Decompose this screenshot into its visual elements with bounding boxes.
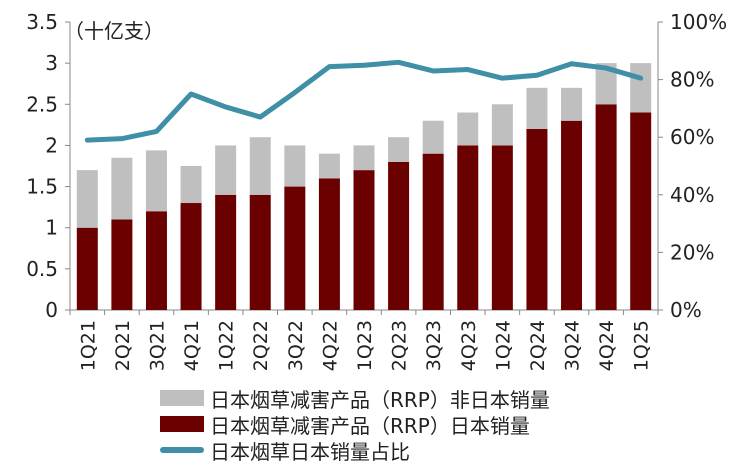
bar-rrp-japan <box>76 227 98 310</box>
bar-rrp-japan <box>422 153 444 310</box>
bar-rrp-overseas <box>318 153 340 179</box>
bar-rrp-overseas <box>284 145 306 187</box>
x-tick-label: 3Q21 <box>146 320 168 371</box>
bar-rrp-overseas <box>526 87 548 129</box>
bar-rrp-overseas <box>561 87 583 121</box>
x-tick-label: 4Q24 <box>596 320 618 371</box>
x-tick-label: 1Q21 <box>77 320 99 371</box>
bar-rrp-japan <box>353 170 375 310</box>
x-tick-label: 4Q22 <box>319 320 341 371</box>
bar-rrp-japan <box>249 194 271 310</box>
x-tick-label: 2Q23 <box>389 320 411 371</box>
bar-rrp-overseas <box>353 145 375 171</box>
chart-legend: 日本烟草减害产品（RRP）非日本销量 日本烟草减害产品（RRP）日本销量 日本烟… <box>160 385 550 464</box>
bar-rrp-overseas <box>388 137 410 162</box>
legend-label-rrp-japan: 日本烟草减害产品（RRP）日本销量 <box>210 413 530 438</box>
legend-label-rrp-overseas: 日本烟草减害产品（RRP）非日本销量 <box>210 387 550 412</box>
legend-label-japan-share: 日本烟草日本销量占比 <box>210 439 410 464</box>
legend-swatch-rrp-japan <box>160 416 204 432</box>
y-right-tick-label: 0% <box>670 298 702 322</box>
legend-swatch-japan-share <box>160 447 204 453</box>
bar-rrp-overseas <box>595 63 617 105</box>
bar-rrp-overseas <box>215 145 237 195</box>
y-left-tick-label: 1 <box>45 216 58 240</box>
bar-rrp-overseas <box>491 104 513 146</box>
x-tick-label: 1Q25 <box>631 320 653 371</box>
y-left-tick-label: 0 <box>45 298 58 322</box>
bar-rrp-overseas <box>249 137 271 195</box>
bar-rrp-japan <box>145 211 167 310</box>
bar-rrp-overseas <box>76 170 98 228</box>
x-tick-label: 2Q24 <box>527 320 549 371</box>
y-left-tick-label: 3 <box>45 51 58 75</box>
unit-label: （十亿支） <box>64 19 164 43</box>
y-left-tick-label: 2.5 <box>26 92 58 116</box>
x-tick-label: 2Q21 <box>112 320 134 371</box>
x-tick-label: 1Q24 <box>492 320 514 371</box>
bar-rrp-japan <box>526 128 548 310</box>
x-tick-label: 3Q23 <box>423 320 445 371</box>
bar-rrp-japan <box>595 104 617 311</box>
x-tick-label: 3Q24 <box>562 320 584 371</box>
legend-item-rrp-japan: 日本烟草减害产品（RRP）日本销量 <box>160 411 550 438</box>
legend-item-japan-share: 日本烟草日本销量占比 <box>160 437 550 464</box>
y-left-tick-label: 1.5 <box>26 175 58 199</box>
bar-rrp-overseas <box>180 166 202 204</box>
y-right-tick-label: 80% <box>670 68 714 92</box>
bar-rrp-japan <box>318 178 340 310</box>
bar-rrp-overseas <box>145 150 167 212</box>
x-tick-label: 2Q22 <box>250 320 272 371</box>
bar-rrp-overseas <box>111 157 133 220</box>
bar-rrp-japan <box>111 219 133 310</box>
bar-rrp-japan <box>561 120 583 310</box>
y-right-tick-label: 20% <box>670 240 714 264</box>
bar-rrp-overseas <box>457 112 479 146</box>
bar-rrp-japan <box>491 145 513 310</box>
y-right-tick-label: 60% <box>670 125 714 149</box>
bar-rrp-japan <box>457 145 479 310</box>
bar-rrp-japan <box>630 112 652 310</box>
y-left-tick-label: 3.5 <box>26 10 58 34</box>
bar-rrp-japan <box>388 161 410 310</box>
bar-rrp-japan <box>284 186 306 310</box>
y-left-tick-label: 0.5 <box>26 257 58 281</box>
x-tick-label: 4Q21 <box>181 320 203 371</box>
bar-rrp-overseas <box>422 120 444 154</box>
x-tick-label: 1Q22 <box>216 320 238 371</box>
y-left-tick-label: 2 <box>45 133 58 157</box>
bar-rrp-overseas <box>630 63 652 113</box>
legend-item-rrp-overseas: 日本烟草减害产品（RRP）非日本销量 <box>160 385 550 412</box>
y-right-tick-label: 40% <box>670 183 714 207</box>
x-tick-label: 1Q23 <box>354 320 376 371</box>
legend-swatch-rrp-overseas <box>160 390 204 406</box>
x-tick-label: 3Q22 <box>285 320 307 371</box>
x-tick-label: 4Q23 <box>458 320 480 371</box>
y-right-tick-label: 100% <box>670 10 727 34</box>
line-japan-share <box>84 59 644 143</box>
bar-rrp-japan <box>180 203 202 310</box>
bar-rrp-japan <box>215 194 237 310</box>
